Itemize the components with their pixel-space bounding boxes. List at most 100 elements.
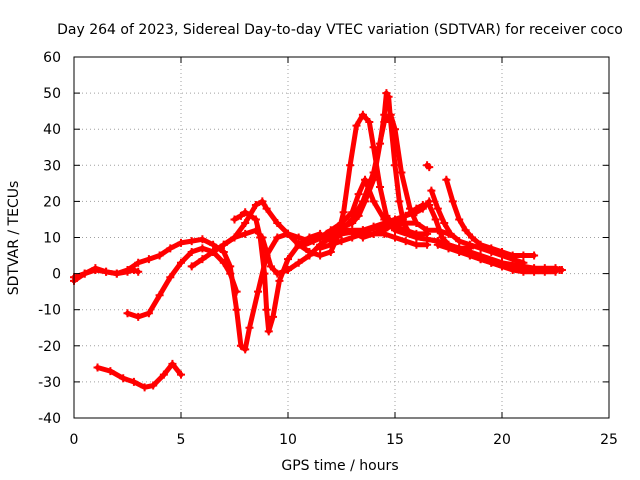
data-point (166, 273, 175, 282)
data-point (468, 233, 477, 242)
data-point (177, 258, 185, 267)
data-point (256, 233, 265, 242)
data-point (425, 201, 434, 210)
data-point (380, 229, 389, 238)
data-point (230, 215, 239, 224)
data-point (433, 204, 442, 213)
data-point (384, 92, 393, 101)
data-point (258, 197, 267, 206)
data-point (369, 197, 378, 206)
data-point (498, 262, 506, 271)
data-point (251, 201, 260, 210)
data-point (423, 235, 432, 244)
data-point (123, 267, 132, 276)
x-axis-label: GPS time / hours (281, 458, 398, 474)
y-tick-label: -40 (38, 411, 61, 427)
y-axis-label: SDTVAR / TECUs (6, 181, 22, 296)
data-point (369, 175, 378, 184)
data-point (508, 251, 517, 260)
data-point (348, 226, 357, 235)
data-point (198, 255, 207, 264)
data-point (380, 110, 389, 119)
data-point (166, 244, 175, 253)
data-point (219, 258, 228, 267)
data-point (144, 309, 153, 318)
y-tick-label: 50 (43, 86, 61, 102)
data-point (361, 197, 370, 206)
chart-title: Day 264 of 2023, Sidereal Day-to-day VTE… (57, 22, 623, 38)
data-point (149, 381, 158, 390)
data-point (273, 233, 282, 242)
data-point (397, 168, 406, 177)
data-point (266, 262, 275, 271)
data-point (519, 267, 528, 276)
series-trace-10 (301, 219, 421, 249)
data-point (358, 226, 367, 235)
data-point (187, 237, 196, 246)
data-point (254, 287, 263, 296)
data-point (155, 251, 164, 260)
data-point (376, 139, 385, 148)
data-point (134, 258, 143, 267)
data-point (431, 215, 440, 224)
data-point (386, 117, 395, 126)
axes: 0 5 10 15 20 25 -40 -30 -20 -10 0 10 20 30 40 50 60 (38, 50, 618, 448)
data-point (187, 247, 196, 256)
data-point (275, 276, 284, 285)
data-point (119, 374, 128, 383)
data-point (354, 211, 363, 220)
data-point (461, 226, 470, 235)
data-point (365, 117, 374, 126)
data-point (401, 237, 410, 246)
data-point (316, 251, 325, 260)
data-point (412, 219, 421, 228)
data-point (455, 215, 464, 224)
data-point (358, 110, 367, 119)
series-trace-2 (70, 265, 143, 282)
data-point (232, 287, 241, 296)
data-point (530, 251, 539, 260)
x-tick-label: 15 (386, 432, 404, 448)
data-point (273, 219, 282, 228)
data-point (369, 224, 378, 233)
data-point (241, 208, 250, 217)
data-point (106, 367, 115, 376)
data-point (241, 219, 250, 228)
data-point (209, 240, 218, 249)
data-point (530, 267, 539, 276)
data-point (476, 255, 485, 264)
series-trace-9 (316, 229, 432, 253)
x-tick-label: 25 (600, 432, 618, 448)
data-point (448, 197, 457, 206)
data-point (339, 208, 348, 217)
data-point (519, 251, 528, 260)
data-point (476, 240, 485, 249)
data-point (361, 175, 370, 184)
data-point (465, 251, 474, 260)
data-point (305, 233, 314, 242)
data-point (262, 305, 271, 314)
data-point (425, 163, 434, 172)
y-tick-label: 30 (43, 158, 61, 174)
data-point (140, 383, 149, 392)
data-point (540, 267, 549, 276)
data-point (187, 262, 196, 271)
data-point (294, 258, 303, 267)
data-point (129, 265, 138, 274)
data-point (294, 233, 303, 242)
data-point (354, 190, 363, 199)
data-point (465, 240, 474, 249)
data-point (326, 247, 335, 256)
data-point (376, 182, 385, 191)
y-tick-label: 10 (43, 231, 61, 247)
data-point (348, 233, 357, 242)
data-point (382, 211, 391, 220)
data-point (301, 240, 310, 249)
data-point (91, 265, 100, 274)
data-point (339, 222, 348, 231)
data-point (455, 247, 464, 256)
data-point (241, 229, 250, 238)
data-point (316, 244, 325, 253)
series-trace-16 (423, 161, 434, 172)
